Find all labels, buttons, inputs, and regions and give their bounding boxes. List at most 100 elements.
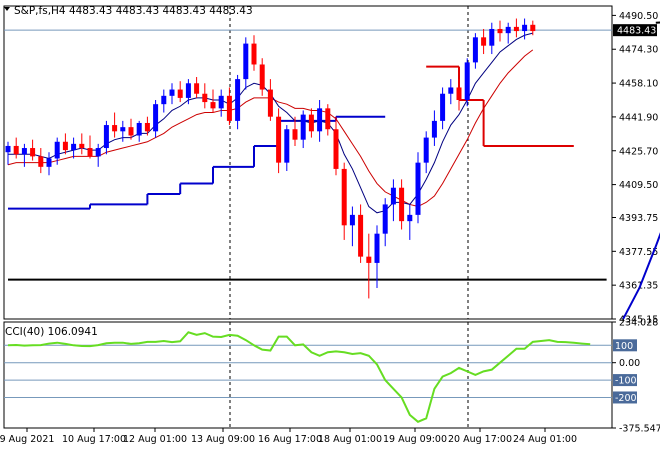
candle-body <box>292 129 298 140</box>
candle-body <box>431 120 437 138</box>
price-y-tick-label: 4409.50 <box>619 180 658 191</box>
symbol-ohlc-label: S&P,fs,H4 4483.43 4483.43 4483.43 4483.4… <box>14 5 253 17</box>
last-price-label: 4483.43 <box>617 26 656 37</box>
cci-y-tick-label: 0.00 <box>619 358 640 369</box>
candle-body <box>276 116 282 163</box>
candle-body <box>112 125 118 132</box>
x-tick-label: 13 Aug 09:00 <box>191 434 255 445</box>
candle-body <box>13 145 19 155</box>
x-tick-label: 12 Aug 01:00 <box>123 434 187 445</box>
price-y-tick-label: 4441.90 <box>619 112 658 123</box>
price-y-tick-label: 4425.70 <box>619 146 658 157</box>
candle-body <box>79 143 85 149</box>
candle-body <box>202 93 208 103</box>
candle-body <box>325 108 331 130</box>
channel-lower-tail <box>622 232 660 320</box>
candle-body <box>358 214 364 257</box>
x-tick-label: 16 Aug 17:00 <box>258 434 322 445</box>
candle-body <box>218 95 224 109</box>
price-y-tick-label: 4393.75 <box>619 213 658 224</box>
candle-body <box>87 148 93 157</box>
x-tick-label: 19 Aug 09:00 <box>383 434 447 445</box>
candle-body <box>464 62 470 100</box>
candle-body <box>210 102 216 109</box>
cci-y-tick-label: -100 <box>615 376 637 387</box>
candle-body <box>399 187 405 222</box>
candle-body <box>54 141 60 159</box>
x-tick-label: 10 Aug 17:00 <box>62 434 126 445</box>
candle-body <box>522 24 528 32</box>
x-tick-label: 18 Aug 01:00 <box>318 434 382 445</box>
candle-body <box>46 158 52 167</box>
candle-body <box>456 87 462 100</box>
candle-body <box>95 148 101 157</box>
candle-body <box>153 104 159 132</box>
cci-y-tick-label: -375.5478 <box>619 424 660 435</box>
cci-indicator-label: CCI(40) 106.0941 <box>5 326 98 338</box>
cci-level-box <box>613 391 637 404</box>
candle-body <box>30 148 36 157</box>
candle-body <box>341 168 347 226</box>
cci-panel: 234.028 100 0.00 -100 -200 -375.5478 <box>3 318 660 435</box>
candle-body <box>440 93 446 121</box>
candle-body <box>5 145 11 153</box>
candle-body <box>423 137 429 163</box>
x-tick-label: 24 Aug 01:00 <box>513 434 577 445</box>
collapse-triangle-icon[interactable] <box>4 7 10 11</box>
candle-body <box>136 122 142 136</box>
price-y-tick-label: 4474.30 <box>619 45 658 56</box>
candle-body <box>497 28 503 34</box>
candle-body <box>267 89 273 117</box>
candle-body <box>235 79 241 121</box>
candle-body <box>513 26 519 32</box>
x-tick-label: 9 Aug 2021 <box>0 434 54 445</box>
price-y-tick-label: 4361.35 <box>619 281 658 292</box>
candle-body <box>415 162 421 215</box>
price-y-tick-label: 4490.50 <box>619 11 658 22</box>
price-y-tick-label: 4345.15 <box>619 315 658 326</box>
candle-body <box>448 87 454 94</box>
candle-body <box>194 83 200 94</box>
candle-body <box>128 127 134 136</box>
candle-body <box>251 43 257 65</box>
candle-body <box>185 83 191 98</box>
candle-body <box>62 141 68 151</box>
candle-body <box>120 127 126 132</box>
x-tick-label: 20 Aug 17:00 <box>448 434 512 445</box>
price-panel-frame <box>3 5 613 320</box>
cci-level-box <box>613 339 637 352</box>
candle-body <box>481 37 487 46</box>
candle-body <box>366 256 372 263</box>
cci-line <box>7 331 591 423</box>
candle-body <box>349 214 355 226</box>
candle-body <box>407 214 413 222</box>
candle-body <box>333 129 339 169</box>
last-price-box <box>613 24 657 37</box>
candle-body <box>472 37 478 63</box>
candle-body <box>308 114 314 132</box>
price-y-tick-label: 4458.10 <box>619 79 658 90</box>
candle-body <box>177 89 183 98</box>
candle-body <box>284 129 290 163</box>
price-panel: 4490.50 4474.30 4458.10 4441.90 4425.70 4409.… <box>3 5 660 326</box>
candle-body <box>71 143 77 151</box>
candle-body <box>161 95 167 105</box>
candle-body <box>390 187 396 205</box>
candle-body <box>169 89 175 96</box>
candle-body <box>300 114 306 140</box>
cci-y-tick-label: 234.028 <box>619 318 658 329</box>
candle-body <box>505 26 511 34</box>
chart-labels: S&P,fs,H4 4483.43 4483.43 4483.43 4483.4… <box>4 5 253 338</box>
candle-body <box>374 233 380 263</box>
candle-body <box>382 204 388 234</box>
candle-body <box>243 43 249 80</box>
candle-body <box>38 156 44 167</box>
candle-body <box>317 108 323 132</box>
candle-body <box>259 64 265 90</box>
cci-y-tick-label: -200 <box>615 393 637 404</box>
cci-y-tick-label: 100 <box>615 341 633 352</box>
